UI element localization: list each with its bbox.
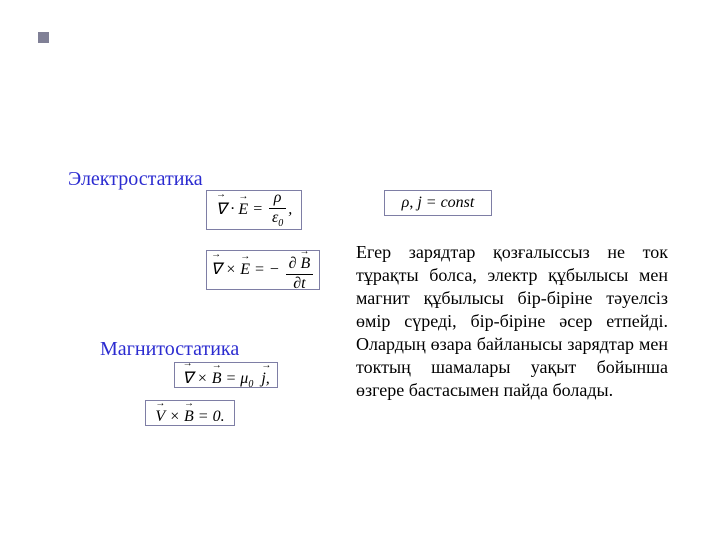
heading-magnetostatics: Магнитостатика <box>100 338 239 361</box>
equation-rho-j-const: ρ, j = const <box>384 190 492 216</box>
paragraph-body: Егер зарядтар қозғалыссыз не ток тұрақты… <box>356 241 668 402</box>
eq-div-e-content: →∇ · →E = ρ ε0 , <box>216 190 293 229</box>
eq-const-content: ρ, j = const <box>402 194 475 212</box>
equation-div-e: →∇ · →E = ρ ε0 , <box>206 190 302 230</box>
eq-curl-e-content: →∇ × →E = − →∂ B ∂t <box>211 248 316 293</box>
equation-curl-b: →∇ × →B = μ0 →j, <box>174 362 278 388</box>
eq-curl-b-content: →∇ × →B = μ0 →j, <box>182 360 270 390</box>
equation-curl-e: →∇ × →E = − →∂ B ∂t <box>206 250 320 290</box>
equation-v-cross-b: →V × →B = 0. <box>145 400 235 426</box>
eq-vxb-content: →V × →B = 0. <box>155 400 224 426</box>
slide-content: Электростатика →∇ · →E = ρ ε0 , →∇ × →E … <box>0 0 720 540</box>
heading-electrostatics: Электростатика <box>68 168 203 191</box>
